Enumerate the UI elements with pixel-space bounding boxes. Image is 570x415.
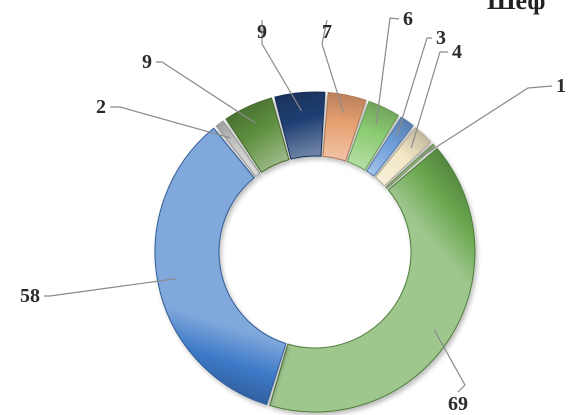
leader-line <box>410 51 448 148</box>
data-labels: 1 69 58 2 9 9 7 6 34 <box>20 8 566 415</box>
data-label: 69 <box>448 393 468 415</box>
data-label: 9 <box>257 21 267 43</box>
leader-lines <box>44 17 553 393</box>
donut-segment <box>374 127 432 187</box>
donut-segment <box>366 116 414 177</box>
donut-segments <box>154 91 476 413</box>
leader-line <box>375 17 400 124</box>
donut-segment <box>225 97 290 173</box>
data-label: 6 <box>403 8 413 30</box>
donut-segment <box>322 92 367 162</box>
donut-segment <box>154 127 287 406</box>
data-label: 9 <box>142 51 152 73</box>
donut-segment-shape <box>154 127 287 406</box>
donut-segment-shape <box>269 147 476 413</box>
donut-segment <box>215 120 261 178</box>
donut-segment <box>274 91 326 160</box>
donut-segment-shape <box>225 97 290 173</box>
donut-segment-shape <box>215 120 261 178</box>
donut-segment-shape <box>366 116 414 177</box>
leader-line <box>110 106 231 139</box>
chart-title: Шеф <box>487 0 546 15</box>
leader-line <box>420 85 553 158</box>
data-label: 2 <box>96 96 106 118</box>
data-label: 58 <box>20 285 40 307</box>
leader-line <box>396 37 432 137</box>
leader-line <box>433 329 466 393</box>
leader-line <box>261 20 302 111</box>
data-label: 3 <box>436 27 446 49</box>
leader-line <box>156 61 256 124</box>
donut-segment-shape <box>274 91 326 160</box>
leader-line <box>44 278 176 297</box>
data-label: 1 <box>556 75 566 97</box>
data-label: 7 <box>322 21 332 43</box>
donut-segment-shape <box>374 127 432 187</box>
donut-segment-shape <box>322 92 367 162</box>
donut-segment <box>269 147 476 413</box>
leader-line <box>321 19 345 114</box>
data-label: 4 <box>452 41 462 63</box>
